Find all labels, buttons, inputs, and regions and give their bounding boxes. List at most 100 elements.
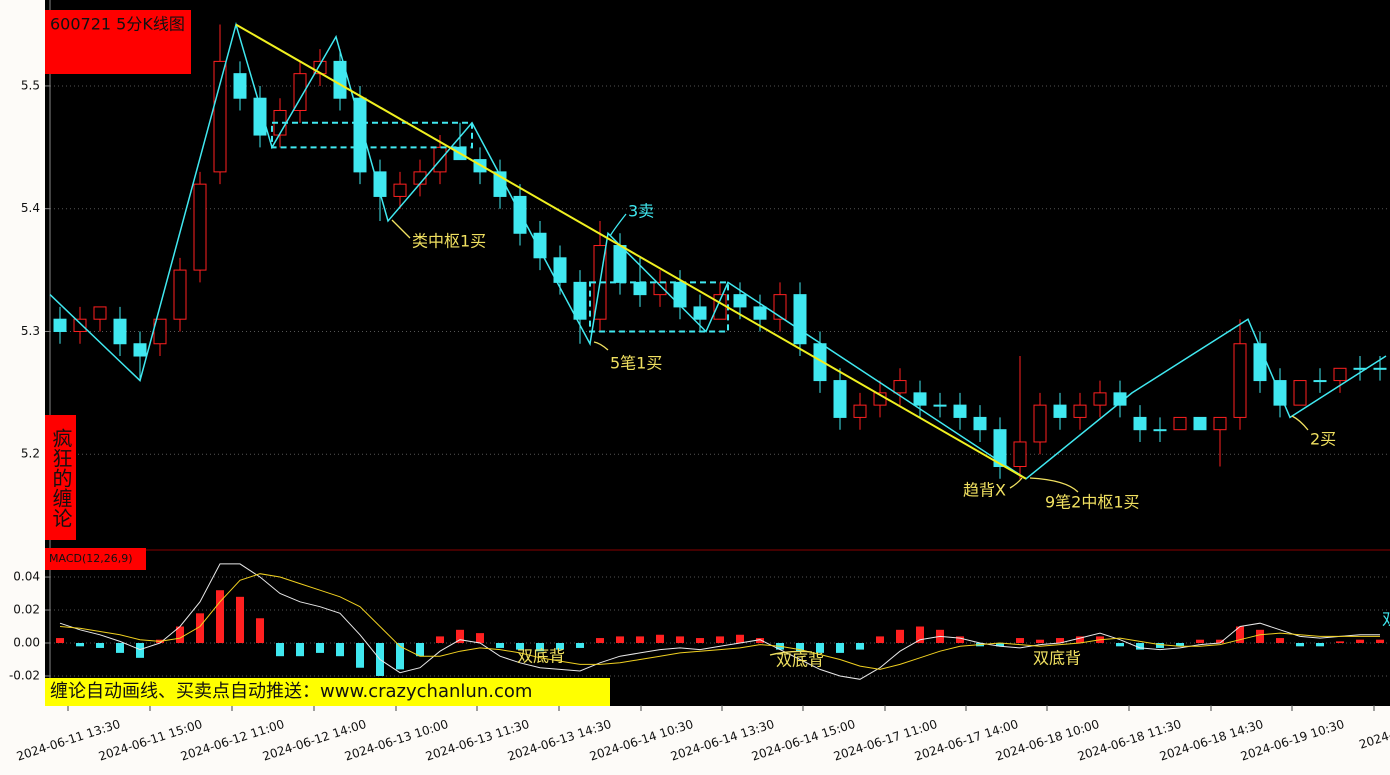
candle-body bbox=[193, 183, 207, 271]
annotation: 5笔1买 bbox=[610, 354, 662, 373]
macd-bar bbox=[1036, 639, 1044, 643]
candle-body bbox=[1253, 343, 1267, 382]
banner-box bbox=[45, 678, 610, 706]
macd-bar bbox=[816, 643, 824, 653]
candle-body bbox=[233, 73, 247, 99]
macd-bar bbox=[456, 629, 464, 643]
candle-body bbox=[133, 343, 147, 357]
macd-bar bbox=[356, 643, 364, 668]
macd-bar bbox=[236, 596, 244, 643]
candle-body bbox=[1193, 416, 1207, 431]
macd-bar bbox=[896, 629, 904, 643]
macd-bar bbox=[1136, 643, 1144, 650]
macd-bar bbox=[1336, 641, 1344, 643]
macd-bar bbox=[656, 634, 664, 643]
macd-bar bbox=[876, 636, 884, 643]
candle-body bbox=[373, 171, 387, 197]
candle-body bbox=[1373, 367, 1387, 370]
annotation: 类中枢1买 bbox=[412, 232, 486, 251]
candle-body bbox=[773, 294, 787, 320]
macd-bar bbox=[476, 633, 484, 643]
candle-body bbox=[513, 195, 527, 234]
macd-bar bbox=[136, 643, 144, 658]
macd-bar bbox=[1276, 638, 1284, 643]
annotation: 9笔2中枢1买 bbox=[1045, 493, 1140, 512]
macd-bar bbox=[716, 636, 724, 643]
macd-title-box bbox=[45, 548, 146, 570]
macd-bar bbox=[1196, 639, 1204, 643]
macd-bar bbox=[96, 643, 104, 648]
dea-line bbox=[59, 573, 1380, 670]
candle-body bbox=[293, 73, 307, 111]
macd-bar bbox=[636, 636, 644, 643]
macd-bar bbox=[916, 626, 924, 643]
candle-body bbox=[93, 306, 107, 320]
macd-bar bbox=[116, 643, 124, 653]
macd-bar bbox=[56, 638, 64, 643]
macd-bar bbox=[1256, 629, 1264, 643]
candle-body bbox=[393, 183, 407, 197]
title-box bbox=[45, 10, 191, 74]
macd-bar bbox=[1076, 636, 1084, 643]
macd-bar bbox=[336, 643, 344, 657]
candle-body bbox=[1073, 404, 1087, 418]
macd-bar bbox=[1176, 643, 1184, 647]
center-box bbox=[271, 121, 473, 149]
candle-body bbox=[173, 269, 187, 320]
macd-bar bbox=[756, 638, 764, 643]
macd-bar bbox=[996, 643, 1004, 647]
candle-body bbox=[833, 380, 847, 418]
y-tick-label: 0.00 bbox=[13, 636, 40, 650]
macd-bar bbox=[1316, 643, 1324, 647]
macd-bar bbox=[256, 618, 264, 643]
candle-body bbox=[1293, 380, 1307, 406]
candle-body bbox=[1133, 416, 1147, 431]
plot-background bbox=[45, 0, 1390, 706]
candle-body bbox=[1233, 343, 1247, 418]
macd-bar bbox=[616, 636, 624, 643]
macd-bar bbox=[416, 643, 424, 657]
annotation: 3卖 bbox=[628, 202, 654, 221]
candle-body bbox=[933, 404, 947, 407]
candle-body bbox=[793, 294, 807, 345]
macd-bar bbox=[1156, 643, 1164, 648]
y-tick-label: -0.02 bbox=[9, 668, 40, 682]
candle-body bbox=[73, 318, 87, 332]
y-tick-label: 5.4 bbox=[21, 201, 40, 215]
candle-body bbox=[1153, 429, 1167, 432]
candle-body bbox=[1113, 392, 1127, 406]
macd-bar bbox=[276, 643, 284, 657]
x-tick-label: 2024-06-19 bbox=[1357, 717, 1390, 752]
candle-body bbox=[253, 97, 267, 136]
y-tick-label: 0.02 bbox=[13, 603, 40, 617]
macd-bar bbox=[436, 636, 444, 643]
macd-bar bbox=[516, 643, 524, 650]
candle-body bbox=[1313, 380, 1327, 383]
candle-body bbox=[913, 392, 927, 406]
candle-body bbox=[553, 257, 567, 283]
macd-bar bbox=[576, 643, 584, 648]
macd-bar bbox=[536, 643, 544, 652]
macd-bar bbox=[176, 626, 184, 643]
macd-bar bbox=[696, 638, 704, 643]
annotation: 趋背X bbox=[963, 481, 1006, 500]
candle-body bbox=[1053, 404, 1067, 418]
annotation: 双底背 bbox=[517, 647, 565, 666]
candle-body bbox=[1333, 367, 1347, 382]
macd-bar bbox=[1116, 643, 1124, 647]
candle-body bbox=[753, 306, 767, 320]
macd-bar bbox=[316, 643, 324, 653]
candle-body bbox=[1213, 416, 1227, 431]
macd-bar bbox=[496, 643, 504, 648]
candle-body bbox=[853, 404, 867, 418]
macd-bar bbox=[1376, 639, 1384, 643]
macd-bar bbox=[1016, 638, 1024, 643]
macd-bar bbox=[76, 643, 84, 647]
stroke-line bbox=[49, 21, 1387, 480]
candle-body bbox=[1093, 392, 1107, 406]
macd-bar bbox=[556, 643, 564, 650]
macd-bar bbox=[216, 590, 224, 643]
candle-body bbox=[733, 294, 747, 308]
banner: 缠论自动画线、买卖点自动推送：www.crazychanlun.com bbox=[50, 681, 532, 702]
macd-title: MACD(12,26,9) bbox=[49, 552, 133, 565]
